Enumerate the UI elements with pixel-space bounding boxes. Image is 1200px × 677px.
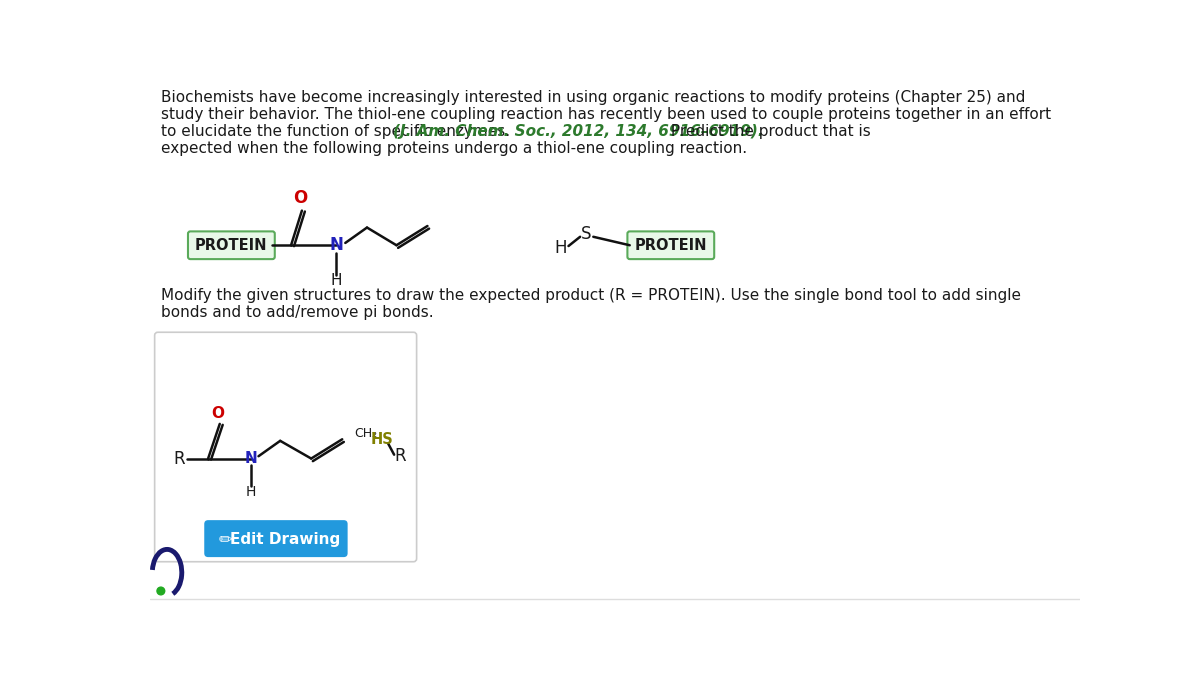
Text: to elucidate the function of specific enzymes.: to elucidate the function of specific en… (161, 125, 515, 139)
Text: O: O (293, 190, 307, 207)
Text: study their behavior. The thiol-ene coupling reaction has recently been used to : study their behavior. The thiol-ene coup… (161, 108, 1051, 123)
FancyBboxPatch shape (155, 332, 416, 562)
Text: Biochemists have become increasingly interested in using organic reactions to mo: Biochemists have become increasingly int… (161, 91, 1025, 106)
Text: H: H (330, 274, 342, 288)
Text: N: N (329, 236, 343, 255)
Text: expected when the following proteins undergo a thiol-ene coupling reaction.: expected when the following proteins und… (161, 141, 746, 156)
Text: S: S (581, 225, 592, 242)
Text: Predict the product that is: Predict the product that is (666, 125, 871, 139)
Text: R: R (174, 450, 185, 468)
Text: ✏: ✏ (218, 530, 232, 548)
Text: bonds and to add/remove pi bonds.: bonds and to add/remove pi bonds. (161, 305, 433, 320)
Text: HS: HS (371, 432, 394, 447)
Text: Edit Drawing: Edit Drawing (230, 532, 341, 547)
FancyBboxPatch shape (204, 520, 348, 557)
Text: PROTEIN: PROTEIN (196, 238, 268, 253)
Text: PROTEIN: PROTEIN (635, 238, 707, 253)
Text: CH₂: CH₂ (355, 427, 378, 439)
FancyBboxPatch shape (188, 232, 275, 259)
Text: R: R (395, 447, 406, 465)
Text: N: N (245, 451, 257, 466)
FancyBboxPatch shape (628, 232, 714, 259)
Text: (J. Am. Chem. Soc., 2012, 134, 6916–6919).: (J. Am. Chem. Soc., 2012, 134, 6916–6919… (394, 125, 764, 139)
Text: H: H (554, 240, 568, 257)
Circle shape (157, 587, 164, 595)
Text: Modify the given structures to draw the expected product (R = PROTEIN). Use the : Modify the given structures to draw the … (161, 288, 1021, 303)
Text: O: O (211, 406, 224, 420)
Text: H: H (246, 485, 256, 500)
